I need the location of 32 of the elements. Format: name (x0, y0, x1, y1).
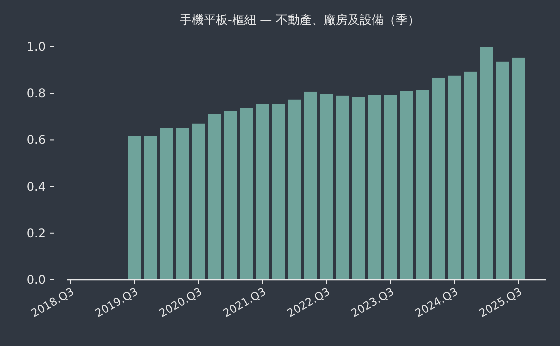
bar (512, 58, 526, 280)
bar (336, 96, 350, 280)
bar (352, 97, 366, 280)
bar (304, 92, 318, 280)
bar (464, 72, 478, 280)
bar (320, 94, 334, 280)
bar (240, 108, 254, 280)
bar (160, 128, 174, 280)
y-tick-label: 0.2 (26, 226, 46, 240)
bar (448, 76, 462, 280)
bar (432, 78, 446, 280)
bar (176, 128, 190, 280)
bar (480, 47, 494, 280)
bar (272, 104, 286, 280)
bar (144, 136, 158, 280)
y-tick-label: 0.8 (26, 86, 46, 101)
bar (496, 62, 510, 280)
y-tick-label: 1.0 (26, 40, 46, 54)
y-tick-label: 0.6 (26, 133, 46, 148)
y-tick-label: 0.4 (26, 180, 46, 194)
chart-title: 手機平板-樞紐 — 不動產、廠房及設備（季） (180, 13, 420, 27)
bar (224, 111, 238, 280)
bar (288, 100, 302, 280)
bar (256, 104, 270, 280)
bar (208, 114, 222, 280)
bar (128, 136, 142, 280)
bar (384, 95, 398, 280)
y-tick-label: 0.0 (26, 273, 46, 287)
bar (400, 91, 414, 280)
bar (416, 90, 430, 280)
bar (192, 124, 206, 280)
bar (368, 95, 382, 280)
